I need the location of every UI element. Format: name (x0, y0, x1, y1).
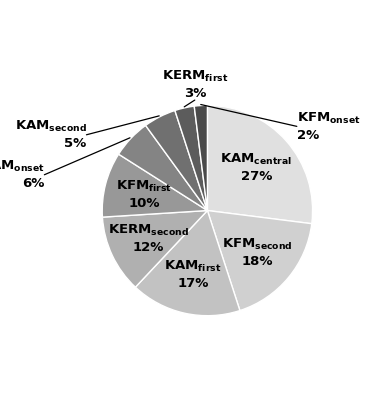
Wedge shape (102, 210, 208, 287)
Wedge shape (194, 105, 208, 210)
Text: KFM$_{\mathregular{onset}}$
2%: KFM$_{\mathregular{onset}}$ 2% (297, 111, 361, 142)
Text: KAM$_{\mathregular{second}}$
5%: KAM$_{\mathregular{second}}$ 5% (14, 119, 87, 150)
Wedge shape (208, 105, 313, 224)
Wedge shape (102, 154, 208, 217)
Text: KAM$_{\mathregular{central}}$
27%: KAM$_{\mathregular{central}}$ 27% (220, 152, 292, 183)
Text: KERM$_{\mathregular{second}}$
12%: KERM$_{\mathregular{second}}$ 12% (108, 223, 189, 254)
Text: KAM$_{\mathregular{first}}$
17%: KAM$_{\mathregular{first}}$ 17% (164, 259, 222, 290)
Wedge shape (175, 106, 208, 210)
Text: KFM$_{\mathregular{first}}$
10%: KFM$_{\mathregular{first}}$ 10% (116, 179, 172, 210)
Wedge shape (119, 126, 208, 210)
Text: KFM$_{\mathregular{second}}$
18%: KFM$_{\mathregular{second}}$ 18% (222, 236, 293, 268)
Wedge shape (208, 210, 312, 310)
Text: KAM$_{\mathregular{onset}}$
6%: KAM$_{\mathregular{onset}}$ 6% (0, 159, 44, 190)
Wedge shape (146, 110, 208, 210)
Wedge shape (135, 210, 240, 316)
Text: KERM$_{\mathregular{first}}$
3%: KERM$_{\mathregular{first}}$ 3% (161, 69, 228, 100)
